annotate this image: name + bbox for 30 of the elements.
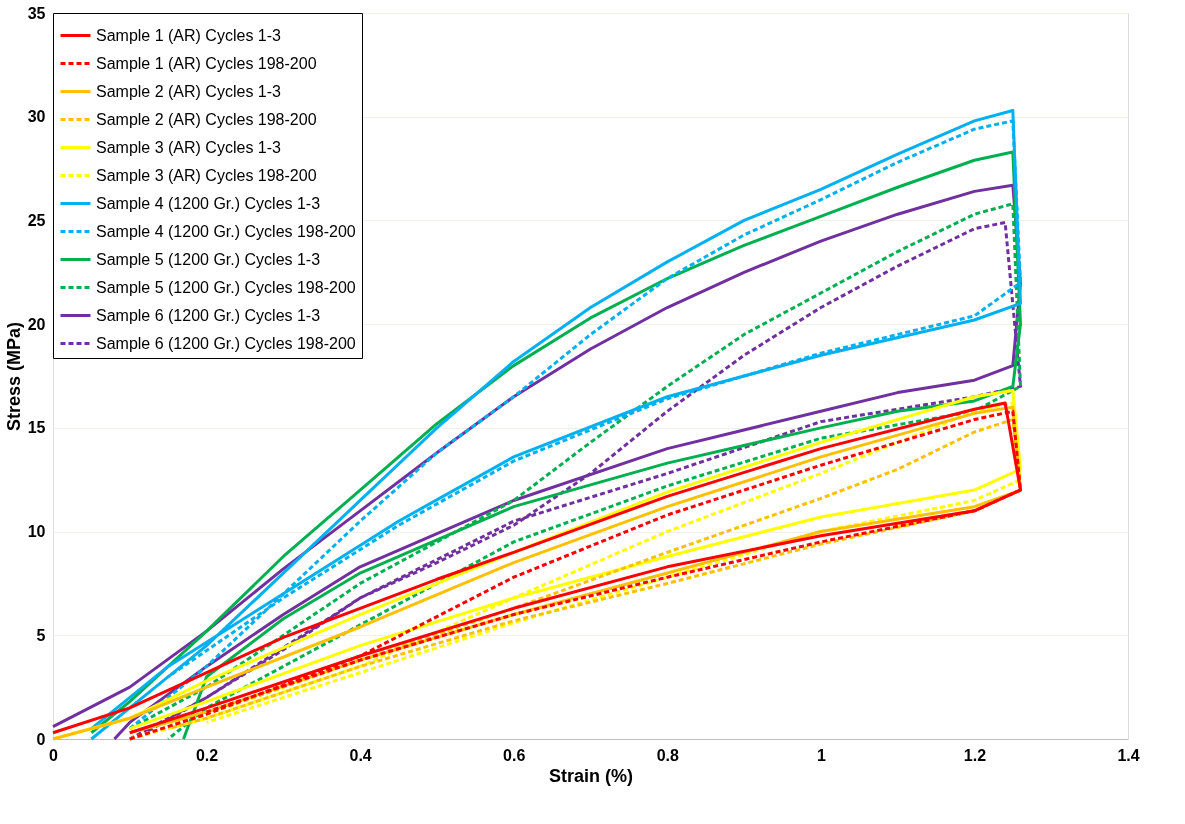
legend-label: Sample 4 (1200 Gr.) Cycles 198-200 <box>96 222 356 240</box>
y-tick-label: 0 <box>36 730 46 748</box>
x-tick-label: 0 <box>49 746 59 764</box>
x-axis-title: Strain (%) <box>548 765 634 786</box>
legend-label: Sample 1 (AR) Cycles 198-200 <box>96 54 317 72</box>
y-tick-label: 30 <box>27 108 46 126</box>
y-tick-label: 10 <box>27 523 46 541</box>
legend-label: Sample 5 (1200 Gr.) Cycles 1-3 <box>96 250 321 268</box>
x-tick-label: 1 <box>816 746 826 764</box>
x-tick-label: 0.2 <box>195 746 219 764</box>
legend-label: Sample 2 (AR) Cycles 1-3 <box>96 82 282 100</box>
legend-label: Sample 3 (AR) Cycles 198-200 <box>96 166 317 184</box>
legend-label: Sample 2 (AR) Cycles 198-200 <box>96 110 317 128</box>
y-axis-title: Stress (MPa) <box>3 321 24 432</box>
y-tick-label: 20 <box>27 315 46 333</box>
legend-label: Sample 6 (1200 Gr.) Cycles 198-200 <box>96 334 356 352</box>
legend-label: Sample 4 (1200 Gr.) Cycles 1-3 <box>96 194 321 212</box>
x-tick-label: 0.4 <box>349 746 372 764</box>
legend-label: Sample 3 (AR) Cycles 1-3 <box>96 138 282 156</box>
y-tick-label: 25 <box>27 211 46 229</box>
legend-label: Sample 5 (1200 Gr.) Cycles 198-200 <box>96 278 356 296</box>
legend-label: Sample 6 (1200 Gr.) Cycles 1-3 <box>96 306 321 324</box>
x-tick-label: 0.6 <box>503 746 526 764</box>
x-tick-label: 1.4 <box>1117 746 1140 764</box>
legend-label: Sample 1 (AR) Cycles 1-3 <box>96 26 282 44</box>
y-tick-label: 35 <box>27 4 46 22</box>
y-tick-label: 15 <box>27 419 46 437</box>
x-tick-label: 0.8 <box>656 746 679 764</box>
x-tick-label: 1.2 <box>963 746 987 764</box>
y-tick-label: 5 <box>36 626 46 644</box>
